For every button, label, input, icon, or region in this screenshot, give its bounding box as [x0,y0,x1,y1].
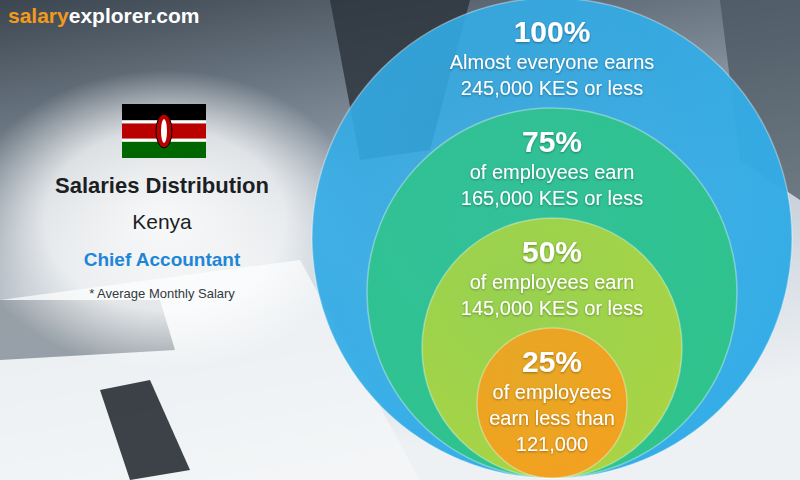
percentile-circle [367,108,737,478]
note: * Average Monthly Salary [89,286,235,301]
percentile-circle [422,218,682,478]
circles [312,0,792,478]
value-label: 165,000 KES or less [461,187,643,209]
brand-part: explorer.com [69,4,200,27]
description: of employees [493,381,612,403]
percentile-label: 50% [522,235,582,268]
value-label: 245,000 KES or less [461,77,643,99]
brand-part: salary [8,4,69,27]
chart: salaryexplorer.com Salaries Distribution K… [0,0,800,480]
flag-bg [122,104,206,158]
flag-shield [156,114,172,148]
percentile-label: 25% [522,345,582,378]
subtitle: Kenya [132,210,192,233]
percentile-label: 75% [522,125,582,158]
percentile-circle [312,0,792,478]
job-title: Chief Accountant [84,249,241,270]
value-label: 145,000 KES or less [461,297,643,319]
flag-shield [161,119,167,143]
percentile-label: 100% [514,15,591,48]
value-label: 121,000 [516,433,588,455]
description: earn less than [489,407,615,429]
background-pen [100,380,190,480]
description: of employees earn [470,161,635,183]
background-haze [0,70,365,370]
description: Almost everyone earns [450,51,655,73]
flag [122,104,206,158]
brand: salaryexplorer.com [8,4,199,27]
labels: 100% Almost everyone earns 245,000 KES or … [450,15,655,455]
title: Salaries Distribution [55,173,269,198]
percentile-circle [477,328,627,478]
description: of employees earn [470,271,635,293]
